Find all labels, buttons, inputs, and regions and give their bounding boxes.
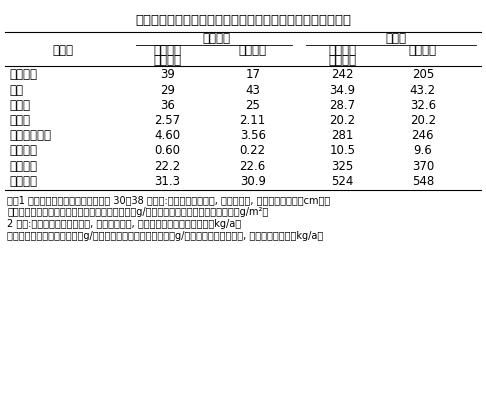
- Text: 栽培跡地: 栽培跡地: [329, 54, 357, 66]
- Text: 野菜跡地: 野菜跡地: [409, 44, 437, 56]
- Text: カンショ: カンショ: [10, 68, 38, 80]
- Text: アズキ、スイートコーン、エンサイは乾重（g/株）、キャベツ、ダイコンは乾重（g/m²）: アズキ、スイートコーン、エンサイは乾重（g/株）、キャベツ、ダイコンは乾重（g/…: [7, 207, 269, 217]
- Text: 524: 524: [331, 175, 354, 188]
- Text: 後作物: 後作物: [52, 44, 74, 56]
- Text: 2.11: 2.11: [240, 114, 266, 127]
- Text: 29: 29: [160, 84, 175, 96]
- Text: 20.2: 20.2: [330, 114, 356, 127]
- Text: 収　量: 収 量: [385, 32, 407, 45]
- Text: スイートコン: スイートコン: [10, 129, 52, 142]
- Text: 43: 43: [245, 84, 260, 96]
- Text: 野菜跡地: 野菜跡地: [239, 44, 267, 56]
- Text: 17: 17: [245, 68, 260, 80]
- Text: スイートコーンは籠苞生重（g/株）、エンサイは地上部乾重（g/株）、キャベツは球重, ダイコンは根重（kg/a）: スイートコーンは籠苞生重（g/株）、エンサイは地上部乾重（g/株）、キャベツは球…: [7, 231, 324, 241]
- Text: 242: 242: [331, 68, 354, 80]
- Text: 陸稲: 陸稲: [10, 84, 24, 96]
- Text: 初期生育: 初期生育: [202, 32, 230, 45]
- Text: 9.6: 9.6: [414, 144, 432, 157]
- Text: 36: 36: [160, 99, 175, 112]
- Text: 30.9: 30.9: [240, 175, 266, 188]
- Text: 22.2: 22.2: [155, 160, 181, 172]
- Text: 注）1 初期生育（播苗・播種・移植後 30～38 日目）:カンショは主茎長, 陸稲は草丈, ダイズは主茎長（cm）、: 注）1 初期生育（播苗・播種・移植後 30～38 日目）:カンショは主茎長, 陸…: [7, 195, 330, 205]
- Text: 34.9: 34.9: [330, 84, 356, 96]
- Text: エンサイ: エンサイ: [10, 144, 38, 157]
- Text: 246: 246: [412, 129, 434, 142]
- Text: 牧草３年: 牧草３年: [154, 44, 182, 56]
- Text: 548: 548: [412, 175, 434, 188]
- Text: 325: 325: [331, 160, 354, 172]
- Text: ダイズ: ダイズ: [10, 99, 31, 112]
- Text: 281: 281: [331, 129, 354, 142]
- Text: 25: 25: [245, 99, 260, 112]
- Text: 205: 205: [412, 68, 434, 80]
- Text: アズキ: アズキ: [10, 114, 31, 127]
- Text: 3.56: 3.56: [240, 129, 266, 142]
- Text: 28.7: 28.7: [330, 99, 356, 112]
- Text: 10.5: 10.5: [330, 144, 356, 157]
- Text: 22.6: 22.6: [240, 160, 266, 172]
- Text: 0.22: 0.22: [240, 144, 266, 157]
- Text: 370: 370: [412, 160, 434, 172]
- Text: 31.3: 31.3: [155, 175, 181, 188]
- Text: ダイコン: ダイコン: [10, 175, 38, 188]
- Text: 牧草３年: 牧草３年: [329, 44, 357, 56]
- Text: 39: 39: [160, 68, 175, 80]
- Text: 栽培跡地: 栽培跡地: [154, 54, 182, 66]
- Text: 43.2: 43.2: [410, 84, 436, 96]
- Text: 2.57: 2.57: [155, 114, 181, 127]
- Text: キャベツ: キャベツ: [10, 160, 38, 172]
- Text: 32.6: 32.6: [410, 99, 436, 112]
- Text: 4.60: 4.60: [155, 129, 181, 142]
- Text: 2 収量:カンショは上いも生重, 陸稲は精乾重, ダイズ、アズキは子実乾重（kg/a）: 2 収量:カンショは上いも生重, 陸稲は精乾重, ダイズ、アズキは子実乾重（kg…: [7, 219, 242, 229]
- Text: 20.2: 20.2: [410, 114, 436, 127]
- Text: 0.60: 0.60: [155, 144, 181, 157]
- Text: 表３　牧草跡地、野菜跡地における後作物の初期生育、収量: 表３ 牧草跡地、野菜跡地における後作物の初期生育、収量: [135, 14, 351, 27]
